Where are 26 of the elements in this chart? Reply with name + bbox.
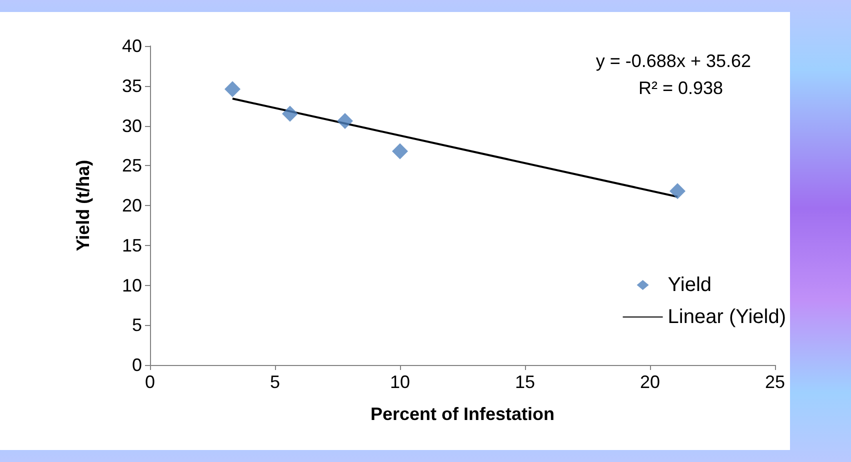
y-tick-label: 10 — [122, 275, 142, 296]
y-tick-label: 20 — [122, 196, 142, 216]
y-tick-label: 5 — [132, 315, 142, 336]
point — [282, 106, 298, 122]
annotation: R² = 0.938 — [638, 78, 724, 98]
point — [337, 112, 353, 129]
y-tick-label: 15 — [122, 235, 142, 256]
x-tick-label: 15 — [514, 372, 536, 392]
point — [670, 183, 686, 200]
legend-label: Linear (Yield) — [668, 306, 786, 328]
point — [392, 143, 408, 160]
x-tick-label: 20 — [640, 372, 660, 392]
point — [224, 81, 240, 98]
x-tick-label: 0 — [144, 372, 156, 392]
x-tick-label: 25 — [764, 372, 786, 392]
y-tick-label: 0 — [132, 355, 142, 375]
y-tick-label: 35 — [122, 76, 142, 96]
y-tick-label: 40 — [122, 36, 142, 56]
annotation: y = -0.688x + 35.62 — [596, 51, 751, 71]
y-tick-label: 30 — [122, 116, 142, 136]
y-axis-title: Yield (t/ha) — [73, 160, 93, 252]
legend-label: Yield — [668, 274, 712, 296]
x-axis-title: Percent of Infestation — [370, 404, 555, 424]
x-tick-label: 5 — [270, 372, 280, 392]
x-tick-label: 10 — [390, 372, 410, 392]
y-tick-label: 25 — [122, 156, 142, 176]
